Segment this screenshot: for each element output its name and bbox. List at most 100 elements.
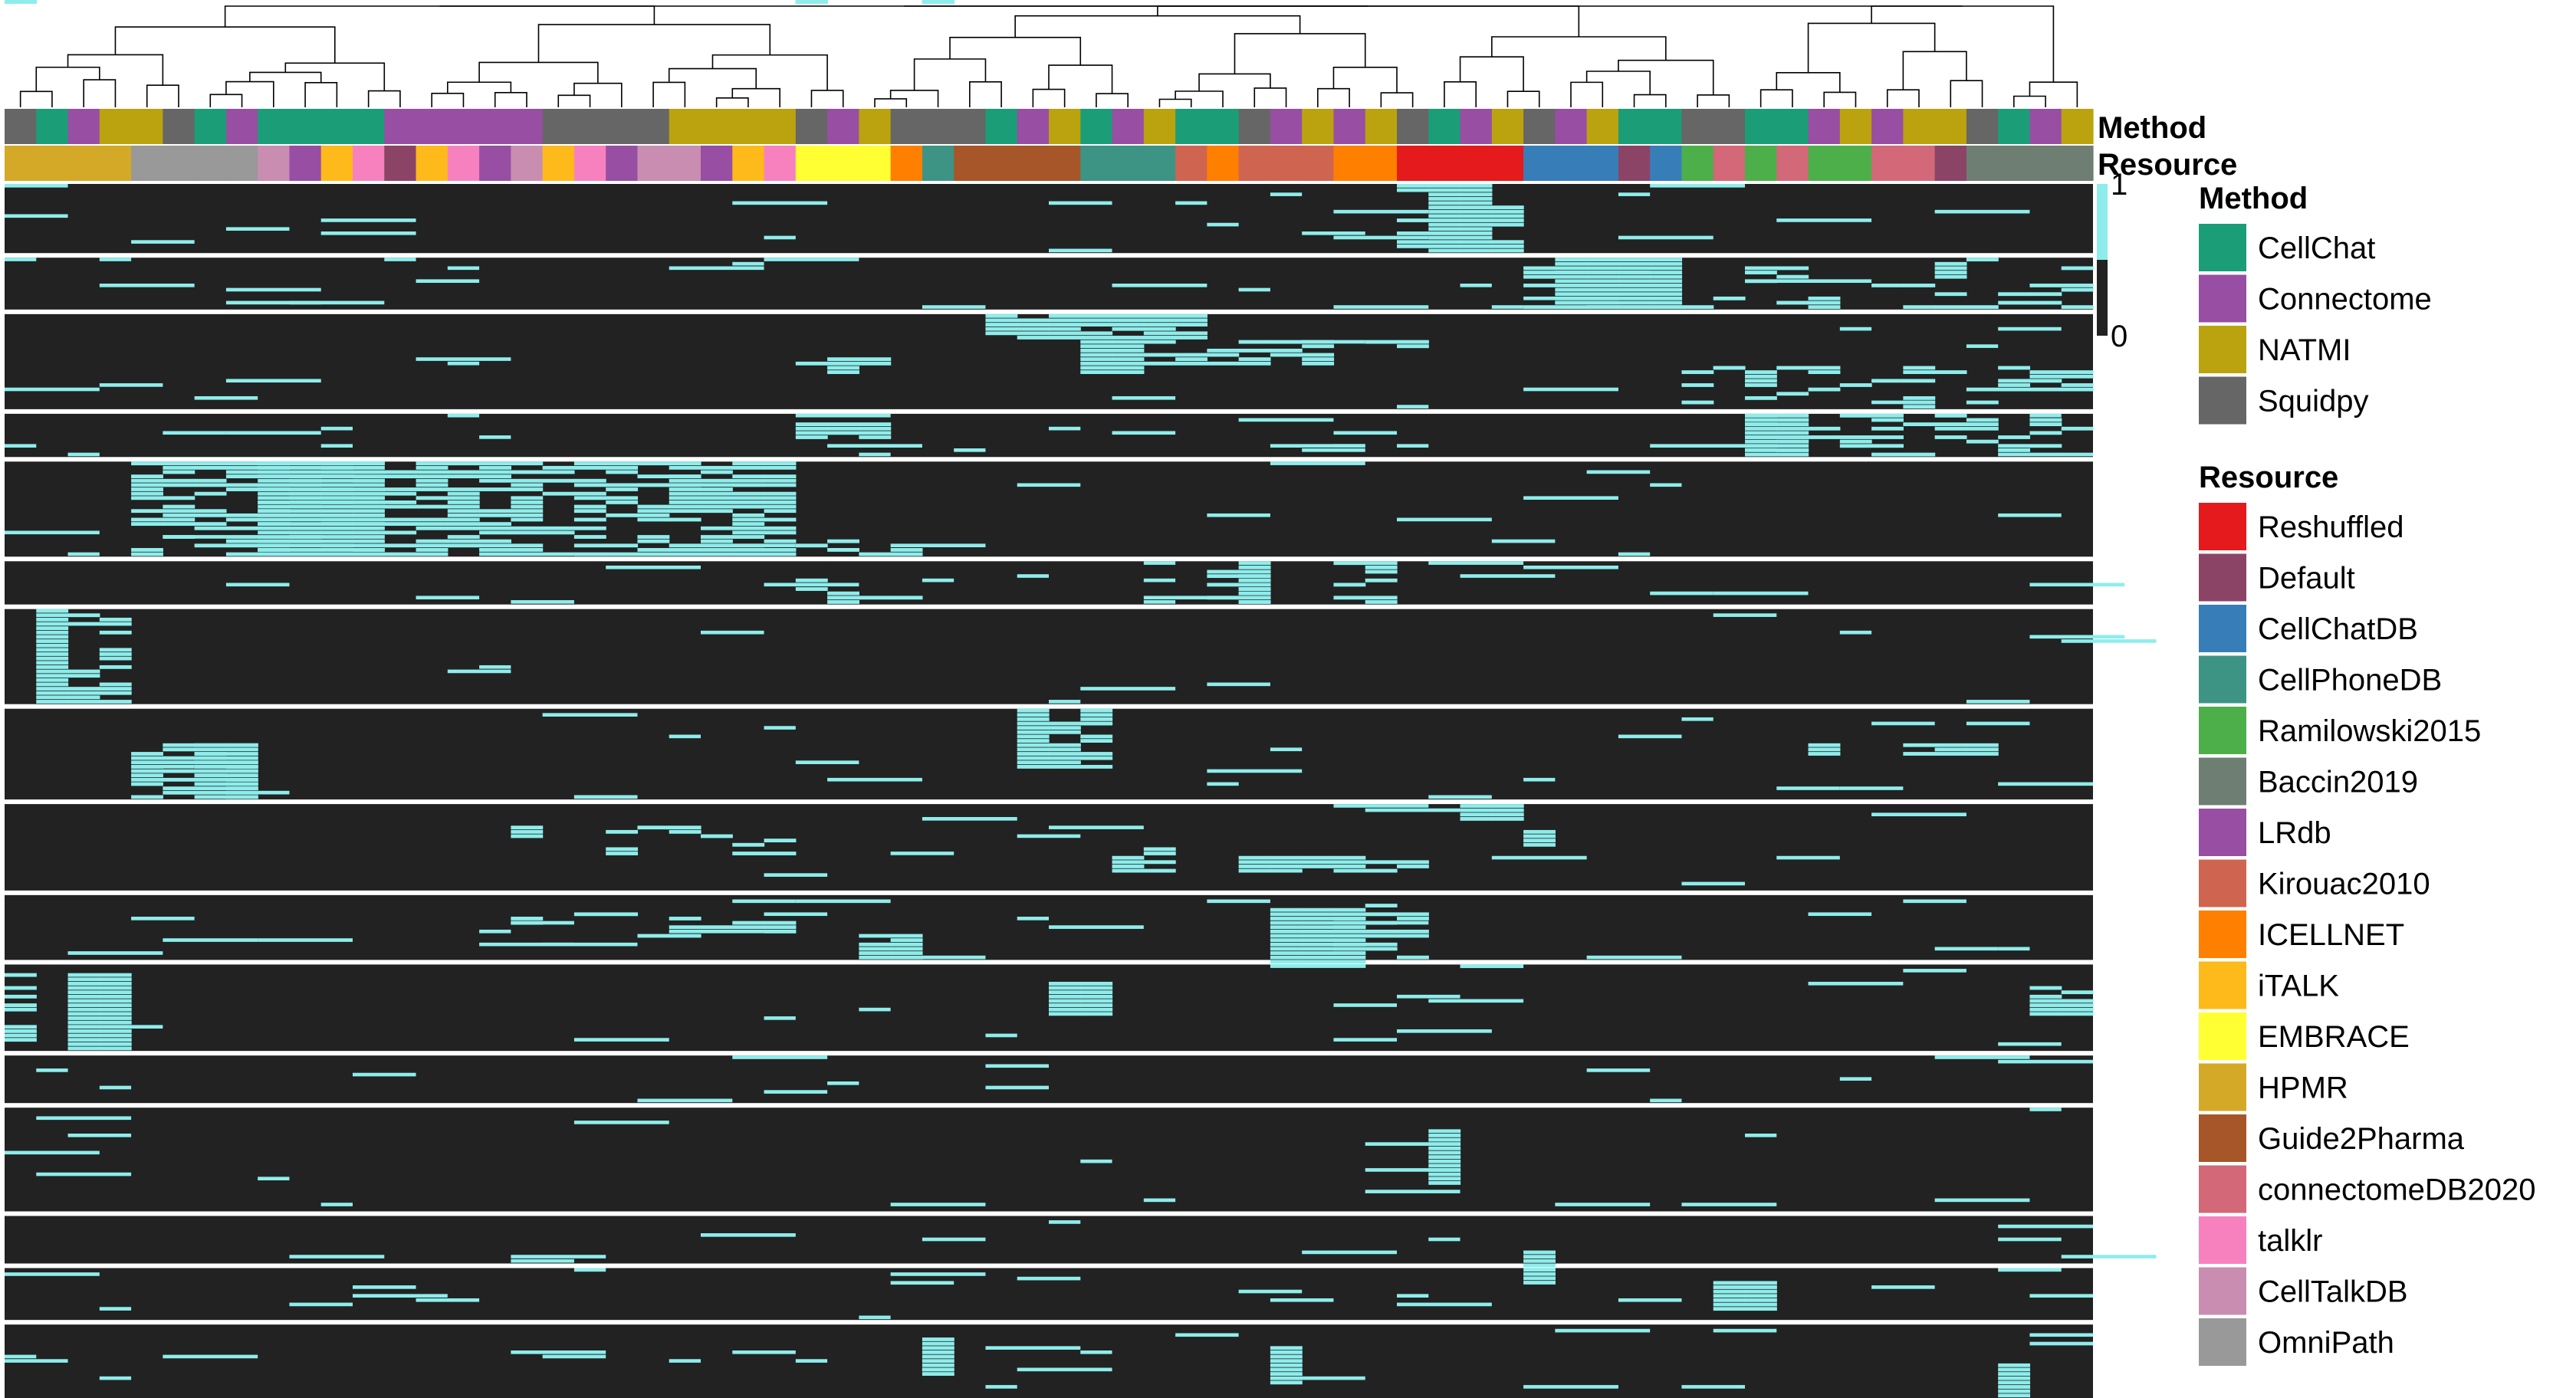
heat-cell xyxy=(732,461,765,466)
heat-cell xyxy=(1903,379,1936,383)
resource-cell xyxy=(669,146,702,181)
resource-cell xyxy=(1650,146,1683,181)
heat-cell xyxy=(732,465,765,470)
heat-cell xyxy=(701,630,764,635)
heat-cell xyxy=(67,669,100,674)
heat-cell xyxy=(985,331,1018,336)
heat-cell xyxy=(1270,1380,1303,1385)
legend-swatch xyxy=(2199,605,2246,652)
heat-cell xyxy=(225,786,258,791)
heat-cell xyxy=(1586,274,1619,279)
heat-cell xyxy=(1238,1289,1303,1294)
heat-cell xyxy=(764,530,797,535)
heat-cell xyxy=(1270,929,1303,934)
heat-cell xyxy=(1302,938,1335,943)
heat-cell xyxy=(225,465,258,470)
heat-cell xyxy=(1238,418,1334,422)
heat-cell xyxy=(289,470,322,474)
heat-cell xyxy=(1523,1272,1556,1276)
heat-cell xyxy=(1333,860,1366,865)
heat-cell xyxy=(573,478,606,483)
heat-cell xyxy=(2029,418,2062,422)
heat-cell xyxy=(1080,999,1113,1003)
heat-cell xyxy=(1270,938,1303,943)
heat-cell xyxy=(1460,214,1493,218)
heat-cell xyxy=(827,366,859,370)
heat-cell xyxy=(131,461,163,466)
method-legend-title: Method xyxy=(2199,182,2308,215)
heat-cell xyxy=(701,487,733,491)
legend-swatch xyxy=(2199,1063,2246,1111)
heat-cell xyxy=(511,921,574,925)
heat-cell xyxy=(511,504,544,509)
method-cell xyxy=(859,109,892,144)
heat-cell xyxy=(1523,1259,1556,1263)
heat-cell xyxy=(606,552,639,556)
heat-cell xyxy=(353,470,385,474)
heat-cell xyxy=(67,687,100,691)
heat-cell xyxy=(1934,370,1967,374)
heat-cell xyxy=(1238,569,1271,574)
heat-cell xyxy=(827,596,859,600)
resource-cell xyxy=(1049,146,1081,181)
heat-cell xyxy=(258,526,291,530)
dendrogram-branch xyxy=(949,36,1082,66)
heat-cell xyxy=(890,1272,986,1276)
heat-cell xyxy=(1017,721,1050,726)
heat-cell xyxy=(1270,865,1303,868)
heat-cell xyxy=(1745,452,1777,457)
heat-cell xyxy=(353,474,385,479)
heat-cell xyxy=(1049,726,1081,730)
heat-cell xyxy=(1998,782,2093,786)
heat-cell xyxy=(163,790,196,795)
dendrogram-branch xyxy=(224,5,656,28)
heat-cell xyxy=(1365,904,1398,907)
heat-cell xyxy=(1080,348,1113,353)
heat-cell xyxy=(573,543,606,548)
heat-cell xyxy=(1491,305,1524,309)
heat-cell xyxy=(701,478,733,483)
heat-cell xyxy=(1365,947,1398,951)
heat-cell xyxy=(1745,1289,1777,1294)
heat-cell xyxy=(194,782,227,786)
heat-cell xyxy=(1143,561,1176,565)
heat-cell xyxy=(827,444,922,448)
heat-cell xyxy=(2029,413,2062,418)
heat-cell xyxy=(1523,1250,1556,1255)
heat-cell xyxy=(1428,1129,1461,1134)
heat-cell xyxy=(2061,1255,2157,1259)
heat-cell xyxy=(1903,305,1936,310)
heat-cell xyxy=(1903,899,1967,904)
dendrogram-branch xyxy=(810,90,844,107)
heat-cell xyxy=(163,470,196,474)
legend-swatch xyxy=(2199,1114,2246,1162)
heat-cell xyxy=(637,934,670,938)
heat-cell xyxy=(1745,1302,1777,1307)
heat-cell xyxy=(1839,383,1872,387)
heat-cell xyxy=(320,513,353,517)
heat-cell xyxy=(1080,764,1113,769)
method-cell xyxy=(258,109,291,144)
heat-cell xyxy=(1618,235,1714,240)
resource-cell xyxy=(1491,146,1524,181)
heat-cell xyxy=(1017,743,1050,747)
heat-cell xyxy=(732,500,765,504)
method-cell xyxy=(1839,109,1872,144)
heat-cell xyxy=(1523,284,1556,287)
dendrogram-branch xyxy=(1618,59,1714,95)
resource-cell xyxy=(573,146,606,181)
heat-cell xyxy=(384,487,417,491)
heat-cell xyxy=(99,1007,132,1012)
resource-cell xyxy=(258,146,291,181)
heat-cell xyxy=(1238,348,1271,353)
heat-cell xyxy=(1270,1359,1303,1364)
method-cell xyxy=(1586,109,1619,144)
heat-cell xyxy=(1333,209,1429,214)
heat-cell xyxy=(1460,240,1493,244)
heat-cell xyxy=(5,258,37,261)
heat-cell xyxy=(985,1064,1049,1068)
heat-cell xyxy=(416,596,480,600)
heat-cell xyxy=(764,478,797,483)
legend-swatch xyxy=(2199,1267,2246,1315)
heat-cell xyxy=(289,474,322,479)
